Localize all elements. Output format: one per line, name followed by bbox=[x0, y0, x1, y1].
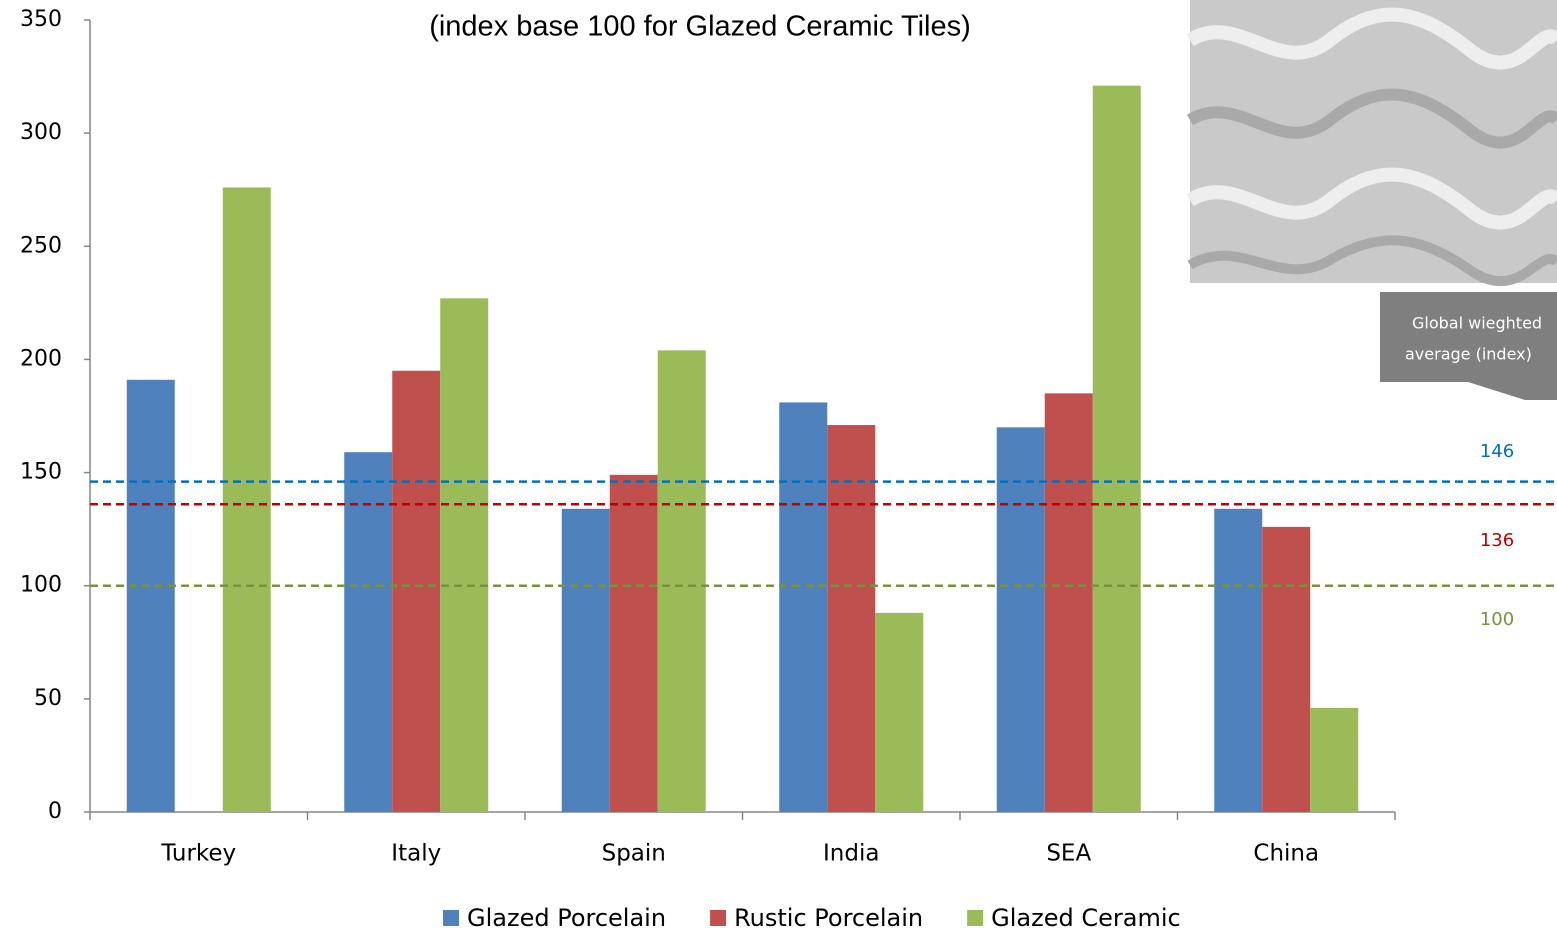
callout-text: average (index) bbox=[1405, 345, 1532, 364]
bar bbox=[392, 370, 441, 812]
x-tick-label: Turkey bbox=[160, 841, 236, 867]
y-tick-label: 350 bbox=[20, 7, 62, 32]
bar bbox=[222, 187, 271, 813]
bar bbox=[1262, 526, 1311, 812]
reference-label: 100 bbox=[1480, 609, 1514, 630]
texture-photo bbox=[1186, 0, 1557, 287]
legend-swatch bbox=[967, 910, 984, 926]
y-tick-label: 0 bbox=[48, 799, 62, 824]
bar bbox=[126, 379, 175, 812]
y-tick-label: 150 bbox=[20, 460, 62, 485]
y-tick-label: 50 bbox=[34, 686, 62, 711]
y-tick-label: 250 bbox=[20, 233, 62, 258]
x-tick-label: SEA bbox=[1046, 841, 1091, 867]
bar bbox=[1310, 707, 1359, 812]
bar bbox=[1092, 85, 1141, 812]
legend-label: Rustic Porcelain bbox=[734, 904, 923, 932]
callout-shape bbox=[1380, 292, 1557, 400]
legend-label: Glazed Ceramic bbox=[991, 904, 1181, 932]
x-tick-label: China bbox=[1253, 841, 1319, 867]
bar bbox=[1044, 393, 1093, 812]
legend-swatch bbox=[710, 910, 727, 926]
bar bbox=[875, 612, 924, 812]
reference-label: 146 bbox=[1480, 441, 1514, 462]
x-tick-label: Spain bbox=[602, 841, 666, 867]
bar bbox=[344, 452, 393, 812]
legend-label: Glazed Porcelain bbox=[467, 904, 666, 932]
y-tick-label: 300 bbox=[20, 120, 62, 145]
legend-swatch bbox=[443, 910, 459, 926]
callout-text: Global wieghted bbox=[1412, 314, 1542, 333]
bar bbox=[1214, 508, 1263, 812]
bar bbox=[440, 298, 489, 812]
bar bbox=[779, 402, 828, 812]
bar bbox=[657, 350, 706, 812]
chart-subtitle: (index base 100 for Glazed Ceramic Tiles… bbox=[429, 11, 971, 43]
y-tick-label: 200 bbox=[20, 346, 62, 371]
x-tick-label: Italy bbox=[391, 841, 441, 867]
x-tick-label: India bbox=[823, 841, 879, 867]
bar bbox=[996, 427, 1045, 812]
bar bbox=[609, 474, 658, 812]
reference-label: 136 bbox=[1480, 530, 1514, 551]
bar bbox=[827, 425, 876, 812]
y-tick-label: 100 bbox=[20, 573, 62, 598]
bar bbox=[561, 508, 610, 812]
